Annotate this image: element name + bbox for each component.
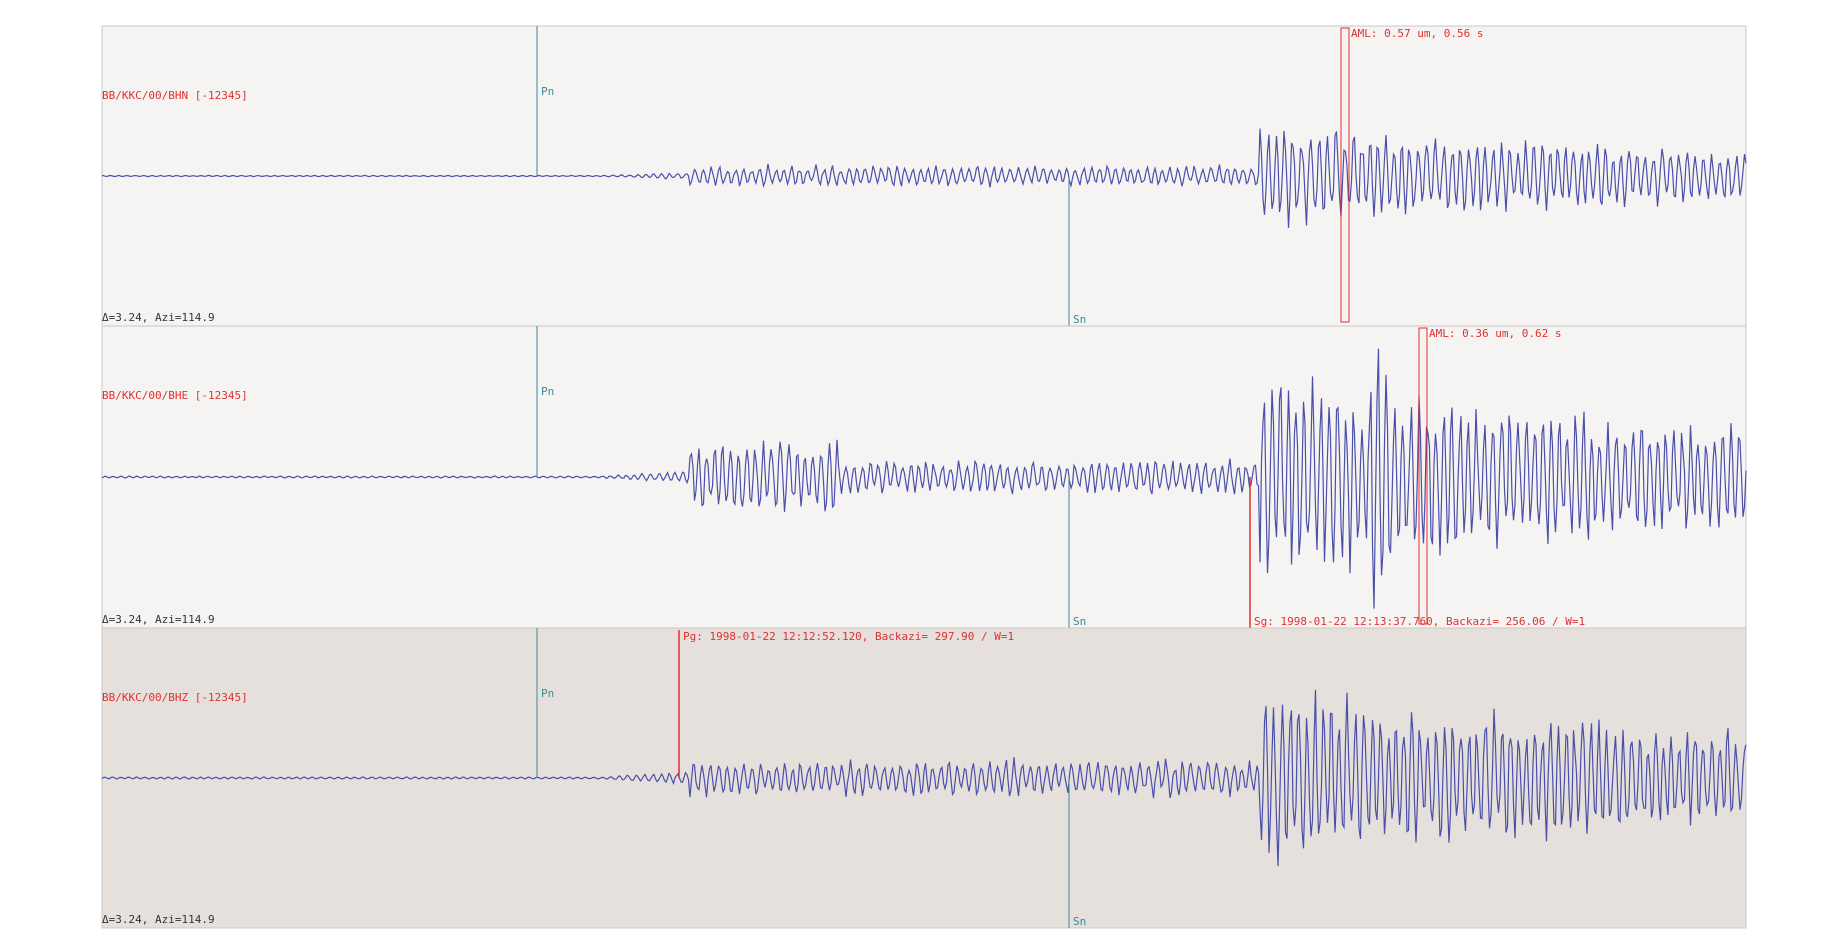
trace-panel: Pn Sn BB/KKC/00/BHN [-12345] Δ=3.24, Azi=11…: [101, 25, 1747, 327]
waveform: [101, 348, 1747, 609]
channel-label: BB/KKC/00/BHE [-12345]: [102, 389, 248, 402]
amplitude-label: AML: 0.36 um, 0.62 s: [1429, 327, 1561, 340]
waveform: [102, 128, 1747, 228]
distance-info: Δ=3.24, Azi=114.9: [102, 613, 215, 626]
pick-label: Pg: 1998-01-22 12:12:52.120, Backazi= 29…: [683, 630, 1014, 643]
amplitude-label: AML: 0.57 um, 0.56 s: [1351, 27, 1483, 40]
phase-label: Pn: [541, 687, 554, 700]
channel-label: BB/KKC/00/BHN [-12345]: [102, 89, 248, 102]
phase-label: Pn: [541, 385, 554, 398]
pick-label: Sg: 1998-01-22 12:13:37.760, Backazi= 25…: [1254, 615, 1585, 628]
waveform: [101, 689, 1747, 867]
phase-label: Sn: [1073, 313, 1086, 326]
phase-label: Sn: [1073, 915, 1086, 928]
trace-panel: Pn Sn BB/KKC/00/BHZ [-12345] Δ=3.24, Azi=11…: [101, 627, 1747, 929]
amplitude-box: [1340, 27, 1350, 323]
distance-info: Δ=3.24, Azi=114.9: [102, 913, 215, 926]
distance-info: Δ=3.24, Azi=114.9: [102, 311, 215, 324]
amplitude-box: [1418, 327, 1428, 625]
trace-panel: Pn Sn BB/KKC/00/BHE [-12345] Δ=3.24, Azi=11…: [101, 325, 1747, 629]
phase-label: Sn: [1073, 615, 1086, 628]
phase-label: Pn: [541, 85, 554, 98]
channel-label: BB/KKC/00/BHZ [-12345]: [102, 691, 248, 704]
